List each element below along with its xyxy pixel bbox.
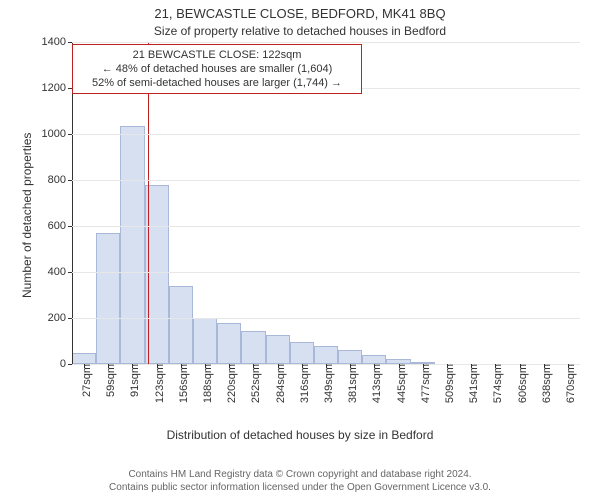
x-tick-label: 252sqm: [244, 364, 262, 403]
histogram-bar: [338, 350, 362, 364]
x-tick-label: 156sqm: [172, 364, 190, 403]
histogram-bar: [241, 331, 265, 364]
x-tick-label: 284sqm: [269, 364, 287, 403]
histogram-bar: [120, 126, 144, 364]
y-tick-label: 1000: [42, 128, 72, 140]
y-tick-label: 200: [48, 312, 72, 324]
x-tick-label: 477sqm: [414, 364, 432, 403]
infobox-line1: 21 BEWCASTLE CLOSE: 122sqm: [81, 48, 353, 62]
infobox-line3: 52% of semi-detached houses are larger (…: [81, 76, 353, 90]
histogram-bar: [266, 335, 290, 364]
histogram-bar: [169, 286, 193, 364]
histogram-bar: [217, 323, 241, 364]
y-tick-label: 1400: [42, 36, 72, 48]
grid-line: [72, 272, 580, 273]
histogram-bar: [72, 353, 96, 365]
y-tick-label: 1200: [42, 82, 72, 94]
histogram-bar: [362, 355, 386, 364]
x-tick-label: 606sqm: [511, 364, 529, 403]
x-tick-label: 509sqm: [438, 364, 456, 403]
x-tick-label: 59sqm: [99, 364, 117, 397]
x-tick-label: 445sqm: [390, 364, 408, 403]
x-axis-label: Distribution of detached houses by size …: [0, 428, 600, 442]
y-axis-label: Number of detached properties: [20, 133, 34, 298]
x-tick-label: 349sqm: [317, 364, 335, 403]
grid-line: [72, 226, 580, 227]
histogram-bar: [96, 233, 120, 364]
histogram-bar: [193, 318, 217, 364]
grid-line: [72, 42, 580, 43]
x-tick-label: 316sqm: [293, 364, 311, 403]
x-tick-label: 220sqm: [220, 364, 238, 403]
histogram-bar: [314, 346, 338, 364]
x-tick-label: 188sqm: [196, 364, 214, 403]
x-tick-label: 541sqm: [462, 364, 480, 403]
x-tick-label: 574sqm: [486, 364, 504, 403]
x-tick-label: 27sqm: [75, 364, 93, 397]
x-tick-label: 638sqm: [535, 364, 553, 403]
page-title: 21, BEWCASTLE CLOSE, BEDFORD, MK41 8BQ: [0, 6, 600, 21]
x-tick-label: 91sqm: [123, 364, 141, 397]
attribution-footer: Contains HM Land Registry data © Crown c…: [0, 468, 600, 494]
y-tick-label: 800: [48, 174, 72, 186]
x-tick-label: 670sqm: [559, 364, 577, 403]
y-tick-label: 400: [48, 266, 72, 278]
y-tick-label: 600: [48, 220, 72, 232]
y-tick-label: 0: [60, 358, 72, 370]
histogram-bar: [290, 342, 314, 364]
infobox-line2: ← 48% of detached houses are smaller (1,…: [81, 62, 353, 76]
page-subtitle: Size of property relative to detached ho…: [0, 24, 600, 38]
x-tick-label: 123sqm: [148, 364, 166, 403]
x-tick-label: 413sqm: [365, 364, 383, 403]
footer-line1: Contains HM Land Registry data © Crown c…: [0, 468, 600, 481]
grid-line: [72, 180, 580, 181]
footer-line2: Contains public sector information licen…: [0, 481, 600, 494]
property-info-box: 21 BEWCASTLE CLOSE: 122sqm ← 48% of deta…: [72, 44, 362, 94]
x-tick-label: 381sqm: [341, 364, 359, 403]
grid-line: [72, 318, 580, 319]
grid-line: [72, 134, 580, 135]
